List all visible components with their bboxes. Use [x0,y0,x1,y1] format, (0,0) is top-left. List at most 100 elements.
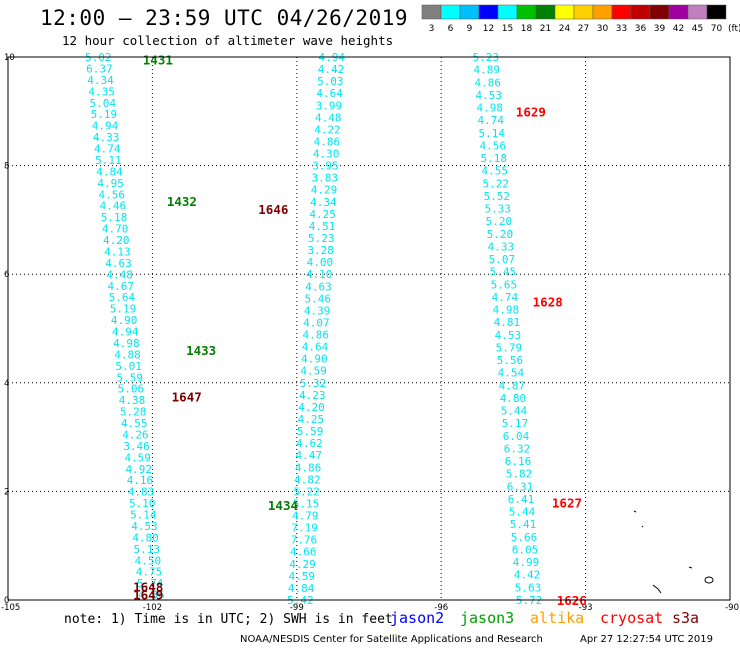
wave-height-value: 4.59 [300,365,327,378]
wave-height-value: 4.86 [138,589,165,602]
legend-label: 70 [711,24,723,34]
y-tick-label: 4 [4,379,9,389]
legend-label: 39 [654,24,666,34]
pass-time-label: 1434 [268,498,298,513]
legend-swatch [459,4,480,20]
wave-height-value: 6.04 [503,430,530,443]
wave-height-value: 4.53 [495,329,522,342]
wave-height-value: 4.94 [112,326,139,339]
wave-height-value: 4.29 [311,184,338,197]
wave-height-value: 5.59 [117,371,144,384]
wave-height-value: 6.31 [507,480,534,493]
wave-height-value: 4.54 [498,367,525,380]
wave-height-value: 4.55 [482,165,509,178]
wave-height-value: 4.39 [304,304,331,317]
wave-height-value: 5.22 [293,485,320,498]
wave-height-value: 5.14 [479,127,506,140]
wave-height-value: 4.79 [292,510,319,523]
wave-height-value: 5.44 [501,405,528,418]
legend-label: 3 [429,24,435,34]
wave-height-value: 5.11 [95,154,122,167]
legend-swatch [516,4,537,20]
legend-label: 24 [559,24,571,34]
wave-height-value: 6.16 [505,455,532,468]
wave-height-value: 4.95 [97,177,124,190]
wave-height-value: 4.22 [314,123,341,136]
pass-time-label: 1629 [516,104,546,119]
wave-height-value: 5.28 [120,406,147,419]
wave-height-value: 4.99 [513,556,540,569]
wave-height-value: 5.06 [118,383,145,396]
wave-height-value: 5.18 [101,211,128,224]
wave-height-value: 5.07 [489,253,515,266]
wave-height-value: 5.56 [497,354,524,367]
wave-height-value: 4.83 [128,486,155,499]
wave-height-value: 4.25 [298,413,325,426]
y-tick-label: 2 [4,487,9,497]
wave-height-value: 4.75 [136,566,163,579]
wave-height-value: 4.63 [105,257,131,270]
wave-height-value: 4.98 [113,337,140,350]
y-tick-label: 8 [4,162,9,172]
wave-height-value: 5.13 [133,543,160,556]
wave-height-value: 4.81 [494,316,521,329]
wave-height-value: 4.10 [306,268,333,281]
wave-height-value: 4.59 [124,451,151,464]
wave-height-value: 4.29 [289,558,316,571]
wave-height-value: 4.62 [296,437,323,450]
legend-label: 12 [483,24,494,34]
wave-height-value: 5.10 [129,497,156,510]
legend-swatch [573,4,594,20]
x-tick-label: -93 [579,603,593,613]
legend-swatch [611,4,632,20]
wave-height-value: 4.55 [121,417,148,430]
legend-swatch [421,4,442,20]
wave-height-value: 4.87 [499,379,526,392]
y-tick-label: 0 [4,596,9,606]
wave-height-value: 4.33 [93,131,120,144]
legend-swatch [592,4,613,20]
altimeter-tracks: 5.026.374.344.355.045.194.944.334.745.11… [85,51,542,607]
wave-height-value: 4.64 [302,341,329,354]
legend-swatch [630,4,651,20]
wave-height-value: 5.04 [90,97,117,110]
wave-height-value: 6.37 [86,62,113,75]
x-tick-label: -90 [725,603,739,613]
x-tick-label: -105 [1,603,20,613]
wave-height-value: 4.26 [122,428,149,441]
axis-ticks: -105 -102 -99 -96 -93 -90 0 2 4 6 8 10 [1,53,739,613]
wave-height-value: 5.41 [510,518,537,531]
wave-height-value: 4.66 [290,546,317,559]
wave-height-value: 4.86 [475,76,502,89]
credit-text: NOAA/NESDIS Center for Satellite Applica… [240,634,543,645]
legend-jason3: jason3 [460,609,515,627]
wave-height-value: 4.53 [476,89,503,102]
pass-time-label: 1647 [172,389,202,404]
wave-height-value: 5.44 [509,506,536,519]
wave-height-value: 4.42 [318,63,345,76]
legend-swatch [478,4,499,20]
wave-height-value: 4.35 [88,85,115,98]
legend-swatch [497,4,518,20]
wave-height-value: 4.07 [303,316,330,329]
pass-time-label: 1649 [133,588,163,603]
wave-height-value: 4.90 [111,314,138,327]
wave-height-value: 4.56 [480,139,507,152]
wave-height-value: 5.74 [137,577,164,590]
legend-swatch [440,4,461,20]
wave-height-value: 4.20 [298,401,325,414]
wave-height-value: 7.19 [291,522,318,535]
legend-label: 42 [673,24,684,34]
wave-height-value: 4.59 [289,570,316,583]
wave-height-value: 5.64 [109,291,136,304]
legend-label: 18 [521,24,533,34]
wave-height-value: 4.51 [309,220,336,233]
coastline [633,510,714,594]
wave-height-value: 4.84 [96,165,123,178]
wave-height-value: 5.20 [487,228,513,241]
wave-height-value: 5.32 [300,377,327,390]
wave-height-value: 5.19 [110,303,136,316]
wave-height-value: 5.17 [502,417,529,430]
